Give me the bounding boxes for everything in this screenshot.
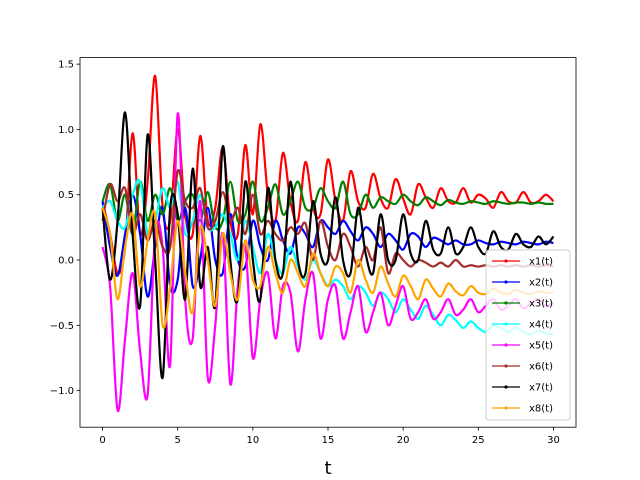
x-tick-label: 20 [397, 435, 410, 446]
legend-marker [504, 280, 508, 284]
y-tick-label: 1.5 [58, 60, 74, 71]
legend-marker [504, 322, 508, 326]
x-tick-label: 10 [246, 435, 259, 446]
series-line-x2t [101, 193, 554, 298]
legend-label: x1(t) [529, 257, 553, 268]
y-tick-label: −0.5 [50, 321, 74, 332]
legend-box [485, 249, 571, 421]
legend-marker [504, 259, 508, 263]
legend-marker [504, 385, 508, 389]
legend: x1(t) x2(t) x3(t) x4(t) x5(t) x6(t) x7(t) x8(t) [485, 249, 571, 421]
x-tick-label: 0 [99, 435, 105, 446]
legend-label: x7(t) [529, 383, 553, 394]
series-line-x6t [101, 168, 554, 275]
series-line-x5t [101, 112, 554, 413]
y-tick-label: 0.0 [58, 256, 74, 267]
series-layer [101, 74, 555, 413]
x-tick-label: 15 [322, 435, 335, 446]
x-axis: 0 5 10 15 20 25 30 [99, 427, 560, 446]
y-tick-label: −1.0 [50, 386, 74, 397]
legend-label: x4(t) [529, 320, 553, 331]
x-tick-label: 30 [547, 435, 560, 446]
legend-label: x6(t) [529, 362, 553, 373]
legend-label: x3(t) [529, 299, 553, 310]
legend-marker [504, 406, 508, 410]
series-line-x8t [101, 207, 554, 329]
y-tick-label: 0.5 [58, 190, 74, 201]
legend-marker [504, 364, 508, 368]
legend-marker [504, 343, 508, 347]
x-axis-title: t [324, 458, 331, 479]
legend-label: x2(t) [529, 278, 553, 289]
legend-label: x8(t) [529, 404, 553, 415]
legend-marker [504, 301, 508, 305]
legend-label: x5(t) [529, 341, 553, 352]
x-tick-label: 5 [175, 435, 181, 446]
y-tick-label: 1.0 [58, 125, 74, 136]
x-tick-label: 25 [472, 435, 485, 446]
y-axis: −1.0 −0.5 0.0 0.5 1.0 1.5 [50, 60, 80, 397]
